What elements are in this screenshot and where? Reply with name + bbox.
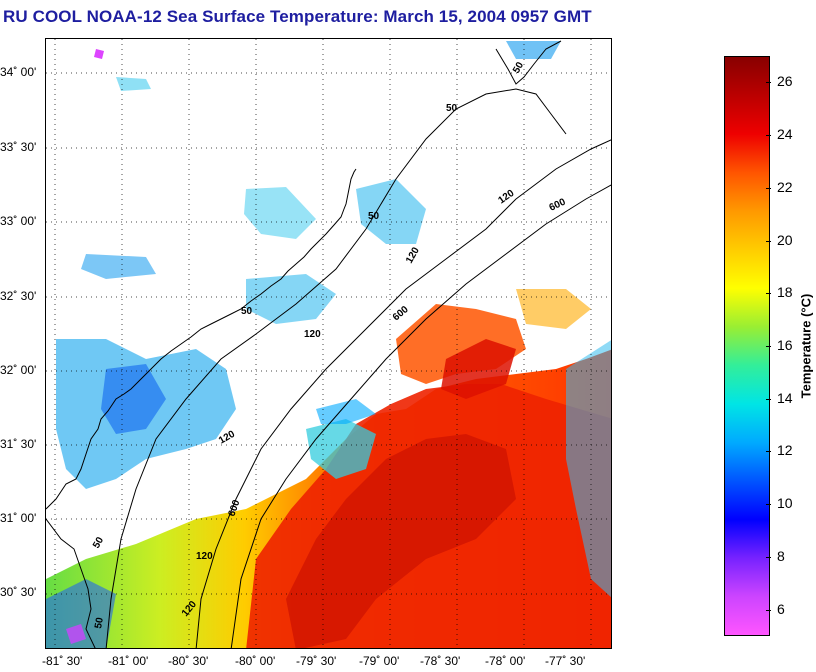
warm-filament — [441, 339, 516, 399]
lat-label: 32˚ 00' — [0, 363, 37, 377]
coastal-cool-water — [81, 254, 156, 279]
page-title: RU COOL NOAA-12 Sea Surface Temperature:… — [3, 7, 592, 26]
lon-label: -80˚ 30' — [168, 654, 209, 668]
lat-label: 33˚ 00' — [0, 214, 37, 228]
lon-label: -81˚ 00' — [108, 654, 149, 668]
colorbar-tick-mark — [766, 135, 771, 137]
cool-patch — [316, 399, 376, 424]
coastline-north — [495, 40, 562, 85]
lon-label: -78˚ 30' — [420, 654, 461, 668]
coastal-cool-water — [516, 289, 591, 329]
colorbar-tick-mark — [766, 451, 771, 453]
colorbar-tick-mark — [766, 293, 771, 295]
lat-label: 32˚ 30' — [0, 289, 37, 303]
colorbar-tick-mark — [766, 82, 771, 84]
colorbar-tick-label: 12 — [777, 442, 793, 459]
colorbar-tick-mark — [766, 504, 771, 506]
grid-lines — [46, 39, 611, 648]
coastline-south — [46, 518, 96, 648]
coastal-cool-water — [506, 41, 561, 59]
colorbar-tick-label: 8 — [777, 547, 785, 564]
contour-label-50: 50 — [446, 103, 458, 114]
colorbar-tick-label: 16 — [777, 337, 793, 353]
colorbar-tick-label: 20 — [777, 231, 793, 248]
colorbar-tick-label: 10 — [777, 495, 793, 512]
gulf-stream-dark — [286, 434, 516, 648]
lon-label: -80˚ 00' — [235, 654, 276, 668]
contour-label-50: 50 — [91, 535, 106, 551]
sst-map: 50 50 50 50 50 50 120 120 120 120 120 12… — [45, 38, 612, 649]
colorbar-tick-label: 24 — [777, 126, 793, 143]
colorbar-tick-mark — [766, 556, 771, 558]
lon-label: -79˚ 30' — [296, 654, 337, 668]
coastal-cool-water — [246, 274, 336, 324]
isobath-120 — [195, 139, 611, 648]
cool-patch — [566, 340, 611, 598]
coastal-cool-water — [101, 364, 166, 434]
lat-label: 34˚ 00' — [0, 65, 37, 79]
contour-label-120: 120 — [304, 329, 321, 340]
colorbar-tick-mark — [766, 346, 771, 347]
colorbar-tick-label: 6 — [777, 600, 785, 617]
contour-label-50: 50 — [511, 60, 526, 76]
contour-label-120: 120 — [496, 188, 516, 207]
magenta-patch — [94, 49, 104, 59]
contour-label-50: 50 — [93, 616, 106, 629]
colorbar-label: Temperature (°C) — [798, 293, 814, 399]
lat-label: 33˚ 30' — [0, 140, 37, 154]
contour-label-50: 50 — [368, 211, 380, 222]
lon-label: -81˚ 30' — [42, 654, 83, 668]
coastal-cool-water — [116, 77, 151, 91]
contour-label-600: 600 — [391, 304, 411, 323]
coastal-cool-water — [46, 579, 116, 648]
colorbar-tick-mark — [766, 187, 771, 189]
coastal-cool-water — [244, 187, 316, 239]
lon-label: -77˚ 30' — [545, 654, 586, 668]
lon-label: -78˚ 00' — [485, 654, 526, 668]
lat-label: 30˚ 30' — [0, 585, 37, 599]
coastline — [46, 168, 357, 510]
colorbar-tick-label: 26 — [777, 73, 793, 90]
lat-label: 31˚ 00' — [0, 511, 37, 525]
coastal-cool-water — [356, 179, 426, 244]
colorbar-tick-mark — [766, 609, 771, 611]
colorbar-tick-label: 22 — [777, 178, 793, 195]
sst-map-canvas: 50 50 50 50 50 50 120 120 120 120 120 12… — [46, 39, 611, 648]
contour-label-120: 120 — [196, 551, 213, 562]
lon-label: -79˚ 00' — [359, 654, 400, 668]
colorbar-tick-label: 14 — [777, 389, 793, 406]
lat-label: 31˚ 30' — [0, 437, 37, 451]
colorbar-tick-label: 18 — [777, 284, 793, 301]
colorbar-tick-mark — [766, 240, 771, 242]
contour-label-600: 600 — [548, 197, 568, 214]
contour-label-120: 120 — [404, 245, 422, 265]
isobath-50 — [105, 88, 567, 648]
colorbar-tick-mark — [766, 398, 771, 400]
temperature-colorbar — [724, 56, 770, 636]
contour-label-50: 50 — [241, 306, 253, 317]
magenta-patch — [66, 624, 86, 644]
